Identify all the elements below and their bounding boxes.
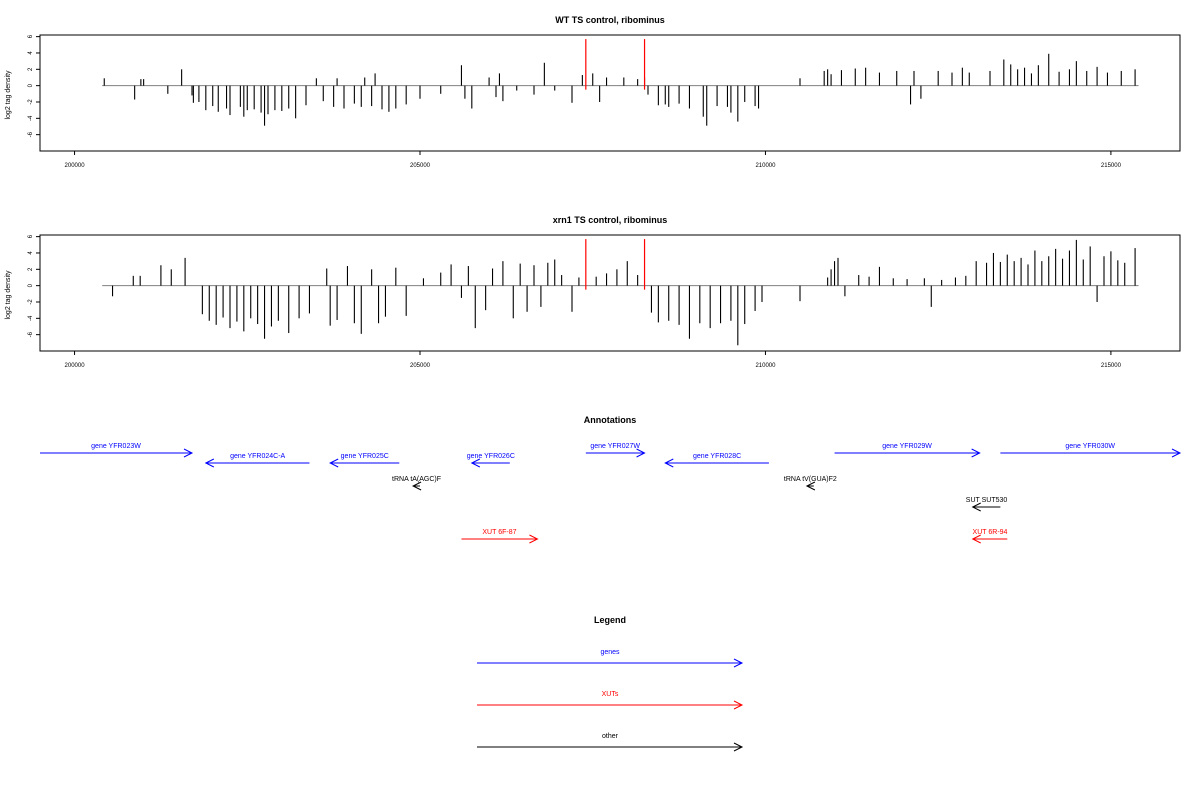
- chart-panel-wt: WT TS control, ribominus log2 tag densit…: [5, 15, 1181, 169]
- y-tick-label: -4: [28, 315, 34, 321]
- y-tick-label: -2: [28, 299, 34, 305]
- arrowhead: [529, 534, 539, 544]
- plot-frame: [39, 234, 1181, 352]
- feature-label: tRNA tV(GUA)F2: [784, 476, 837, 483]
- legend-arrowhead: [733, 742, 744, 752]
- plot-area: -6 -4 -2 0 2 4 6 200000 205000 210000 215000: [28, 34, 1139, 169]
- x-tick-label: 210000: [755, 163, 776, 169]
- feature-gene: gene YFR025C: [329, 453, 400, 468]
- y-tick-label: 2: [28, 67, 34, 71]
- y-tick-label: 0: [28, 283, 34, 287]
- feature-other: tRNA tV(GUA)F2: [784, 476, 837, 491]
- y-tick-label: -2: [28, 99, 34, 105]
- annotations-title: Annotations: [584, 415, 637, 425]
- feature-label: SUT SUT530: [966, 497, 1008, 504]
- legend-arrowhead: [733, 658, 744, 668]
- arrowhead: [183, 448, 194, 458]
- y-axis-label: log2 tag density: [5, 270, 12, 320]
- chart-panel-xrn1: xrn1 TS control, ribominus log2 tag dens…: [5, 215, 1181, 369]
- feature-gene: gene YFR029W: [834, 443, 981, 458]
- feature-label: gene YFR028C: [693, 453, 741, 460]
- arrowhead: [971, 448, 981, 458]
- feature-label: gene YFR027W: [590, 443, 640, 450]
- arrowhead: [664, 458, 674, 468]
- arrowhead: [204, 458, 215, 468]
- feature-gene: gene YFR030W: [1000, 443, 1182, 458]
- y-tick-label: 6: [28, 34, 34, 38]
- legend-item: other: [477, 733, 744, 752]
- feature-label: XUT 6R-94: [973, 529, 1008, 536]
- feature-other: SUT SUT530: [966, 497, 1008, 512]
- feature-label: gene YFR025C: [341, 453, 389, 460]
- x-tick-label: 200000: [65, 163, 86, 169]
- legend-title: Legend: [594, 615, 626, 625]
- arrowhead: [971, 502, 981, 512]
- y-tick-label: -6: [28, 331, 34, 337]
- arrowhead: [636, 448, 646, 458]
- legend: Legend genes XUTs other: [477, 615, 744, 752]
- legend-label: other: [602, 733, 619, 740]
- feature-xut: XUT 6F-87: [461, 529, 539, 544]
- y-tick-label: 6: [28, 234, 34, 238]
- arrowhead: [805, 481, 816, 491]
- feature-label: gene YFR026C: [467, 453, 515, 460]
- arrowhead: [411, 481, 422, 491]
- chart-title: WT TS control, ribominus: [555, 15, 665, 25]
- legend-label: genes: [600, 649, 620, 656]
- feature-gene: gene YFR027W: [585, 443, 646, 458]
- legend-arrowhead: [733, 700, 744, 710]
- feature-other: tRNA tA(AGC)F: [392, 476, 441, 491]
- arrowhead: [971, 534, 981, 544]
- feature-gene: gene YFR026C: [467, 453, 515, 468]
- x-tick-label: 205000: [410, 163, 431, 169]
- y-tick-label: 4: [28, 51, 34, 55]
- feature-label: gene YFR030W: [1065, 443, 1115, 450]
- legend-item: genes: [477, 649, 744, 668]
- legend-item: XUTs: [477, 691, 744, 710]
- y-tick-label: 4: [28, 251, 34, 255]
- x-tick-label: 200000: [65, 363, 86, 369]
- chart-title: xrn1 TS control, ribominus: [553, 215, 668, 225]
- x-tick-label: 215000: [1101, 363, 1122, 369]
- feature-label: gene YFR029W: [882, 443, 932, 450]
- feature-label: gene YFR024C-A: [230, 453, 285, 460]
- x-tick-label: 215000: [1101, 163, 1122, 169]
- feature-label: gene YFR023W: [91, 443, 141, 450]
- y-tick-label: 2: [28, 267, 34, 271]
- y-tick-label: 0: [28, 83, 34, 87]
- x-tick-label: 210000: [755, 363, 776, 369]
- arrowhead: [1171, 448, 1182, 458]
- annotation-features: gene YFR023W gene YFR024C-A gene YFR025C ge…: [40, 443, 1182, 544]
- y-tick-label: -4: [28, 115, 34, 121]
- y-tick-label: -6: [28, 131, 34, 137]
- y-axis-label: log2 tag density: [5, 70, 12, 120]
- plot-area: -6 -4 -2 0 2 4 6 200000 205000 210000 215000: [28, 234, 1139, 369]
- feature-gene: gene YFR024C-A: [204, 453, 310, 468]
- feature-gene: gene YFR023W: [40, 443, 194, 458]
- arrowhead: [329, 458, 339, 468]
- x-tick-label: 205000: [410, 363, 431, 369]
- feature-xut: XUT 6R-94: [971, 529, 1008, 544]
- feature-gene: gene YFR028C: [664, 453, 769, 468]
- legend-label: XUTs: [602, 691, 619, 698]
- legend-items: genes XUTs other: [477, 649, 744, 752]
- plot-frame: [39, 34, 1181, 152]
- arrowhead: [470, 458, 481, 468]
- feature-label: XUT 6F-87: [482, 529, 516, 536]
- feature-label: tRNA tA(AGC)F: [392, 476, 441, 483]
